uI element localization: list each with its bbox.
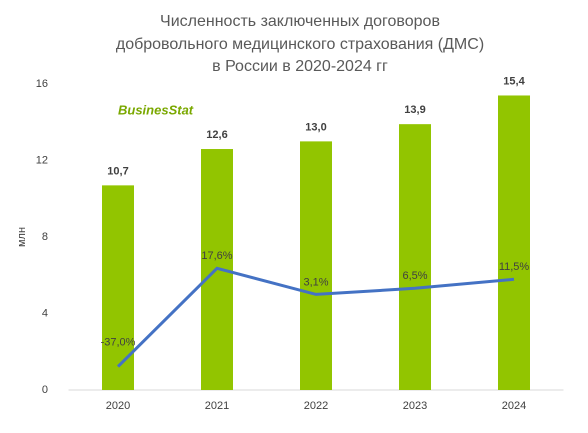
- chart-title: в России в 2020-2024 гг: [212, 58, 388, 75]
- data-label: 13,9: [404, 104, 425, 116]
- chart-title: добровольного медицинского страхования (…: [116, 36, 484, 53]
- line: [116, 266, 515, 368]
- bar: [300, 141, 332, 390]
- x-tick-label: 2022: [304, 400, 328, 412]
- data-label: 6,5%: [402, 270, 427, 282]
- y-tick-label: 8: [42, 231, 48, 243]
- data-label: 3,1%: [303, 276, 328, 288]
- data-label: -37,0%: [101, 337, 136, 349]
- y-axis-label: млн: [16, 227, 28, 247]
- data-label: 13,0: [305, 121, 326, 133]
- data-label: 12,6: [206, 129, 227, 141]
- y-tick-label: 16: [36, 78, 48, 90]
- x-tick-label: 2020: [106, 400, 130, 412]
- bar: [102, 185, 134, 390]
- data-label: 11,5%: [499, 261, 530, 273]
- data-label: 10,7: [107, 165, 128, 177]
- bar: [498, 95, 530, 390]
- chart-title: Численность заключенных договоров: [160, 13, 440, 30]
- data-label: 15,4: [503, 75, 525, 87]
- logo: BusinesStat: [118, 102, 194, 117]
- bar: [399, 124, 431, 390]
- data-label: 17,6%: [201, 250, 232, 262]
- x-tick-label: 2023: [403, 400, 427, 412]
- y-tick-label: 4: [42, 307, 48, 319]
- y-tick-label: 0: [42, 384, 48, 396]
- x-tick-label: 2024: [502, 400, 526, 412]
- y-tick-label: 12: [36, 154, 48, 166]
- x-tick-label: 2021: [205, 400, 229, 412]
